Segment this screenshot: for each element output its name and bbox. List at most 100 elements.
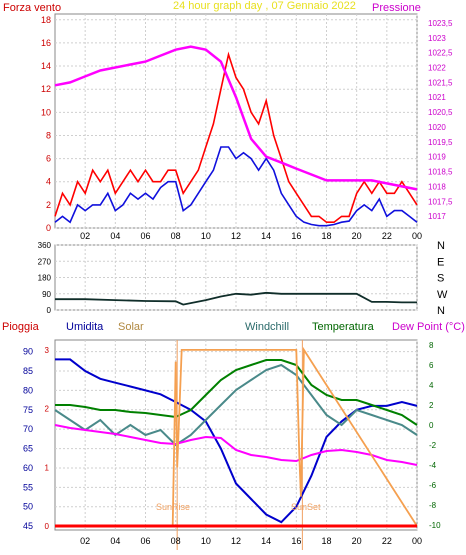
x-tick-label: 02 (80, 536, 90, 546)
x-tick-label: 22 (382, 536, 392, 546)
x-tick-label: 20 (352, 231, 362, 241)
rain-y-tick-label: 0 (45, 522, 50, 531)
pressure-y-tick-label: 1017,5 (428, 197, 453, 206)
temperature-y-tick-label: 4 (429, 381, 434, 390)
humidity-y-tick-label: 45 (23, 521, 33, 531)
humidity-y-tick-label: 70 (23, 424, 33, 434)
x-tick-label: 18 (321, 536, 331, 546)
x-tick-label: 10 (201, 231, 211, 241)
pressure-y-tick-label: 1023 (428, 34, 446, 43)
series-line-raffica (54, 146, 418, 227)
wind-speed-axis-label: Forza vento (3, 2, 61, 14)
rain-y-tick-label: 1 (45, 463, 50, 472)
legend-temperatura: Temperatura (312, 321, 375, 333)
wind-y-tick-label: 4 (46, 177, 51, 187)
wind-y-tick-label: 8 (46, 130, 51, 140)
humidity-y-tick-label: 85 (23, 366, 33, 376)
x-tick-label: 22 (382, 231, 392, 241)
compass-label: E (437, 256, 444, 268)
humidity-y-tick-label: 75 (23, 405, 33, 415)
series-line-temperatura (55, 359, 418, 426)
legend-umidita: Umidita (66, 321, 104, 333)
temperature-y-tick-label: 0 (429, 421, 434, 430)
humidity-y-tick-label: 50 (23, 502, 33, 512)
pressure-y-tick-label: 1022 (428, 64, 446, 73)
x-tick-label: 00 (412, 536, 422, 546)
rain-y-tick-label: 3 (45, 346, 50, 355)
x-tick-label: 16 (291, 536, 301, 546)
wind-pressure-series (54, 45, 418, 227)
direction-y-tick-label: 180 (38, 274, 52, 283)
temperature-y-tick-label: 2 (429, 401, 434, 410)
x-tick-label: 20 (352, 536, 362, 546)
pressure-y-tick-label: 1019,5 (428, 138, 453, 147)
legend-dew-point: Dew Point (°C) (392, 321, 465, 333)
series-line-solar (55, 346, 418, 527)
x-tick-label: 14 (261, 536, 271, 546)
wind-y-tick-label: 0 (46, 223, 51, 233)
wind-pressure-ticks: 02 04 06 08 10 12 14 16 18 20 22 000246810121416181… (41, 15, 453, 241)
humidity-y-tick-label: 90 (23, 347, 33, 357)
x-tick-label: 12 (231, 231, 241, 241)
series-line-forza-vento (54, 51, 418, 223)
humidity-y-tick-label: 80 (23, 385, 33, 395)
wind-direction-ticks: 0 N 90 W 180 S 270 E 360 N (38, 240, 448, 317)
x-tick-label: 06 (140, 536, 150, 546)
wind-y-tick-label: 14 (41, 61, 51, 71)
compass-label: S (437, 273, 444, 285)
wind-pressure-grid (55, 14, 418, 229)
x-tick-label: 00 (412, 231, 422, 241)
compass-label: N (437, 240, 445, 252)
direction-y-tick-label: 270 (38, 257, 52, 266)
pressure-y-tick-label: 1021,5 (428, 78, 453, 87)
temperature-y-tick-label: -6 (429, 481, 437, 490)
direction-y-tick-label: 360 (38, 241, 52, 250)
x-tick-label: 08 (171, 231, 181, 241)
series-line-pressione (54, 45, 418, 191)
rain-y-tick-label: 2 (45, 405, 50, 414)
temperature-y-tick-label: -4 (429, 461, 437, 470)
x-tick-label: 14 (261, 231, 271, 241)
pressure-y-tick-label: 1017 (428, 212, 446, 221)
humidity-y-tick-label: 65 (23, 444, 33, 454)
humidity-y-tick-label: 60 (23, 463, 33, 473)
pressure-y-tick-label: 1019 (428, 153, 446, 162)
temperature-humidity-series (54, 346, 418, 528)
pressure-y-tick-label: 1018,5 (428, 168, 453, 177)
wind-y-tick-label: 6 (46, 154, 51, 164)
direction-y-tick-label: 0 (47, 306, 52, 315)
pressure-y-tick-label: 1018 (428, 182, 446, 191)
compass-label: W (437, 289, 448, 301)
x-tick-label: 10 (201, 536, 211, 546)
wind-y-tick-label: 18 (41, 15, 51, 25)
chart-title: 24 hour graph day , 07 Gennaio 2022 (173, 0, 356, 12)
x-tick-label: 16 (291, 231, 301, 241)
x-tick-label: 08 (171, 536, 181, 546)
pressure-y-tick-label: 1020 (428, 123, 446, 132)
pressure-y-tick-label: 1023,5 (428, 19, 453, 28)
wind-y-tick-label: 10 (41, 107, 51, 117)
legend-solar: Solar (118, 321, 144, 333)
series-line-wind-direction (55, 291, 417, 306)
x-tick-label: 06 (140, 231, 150, 241)
x-tick-label: 02 (80, 231, 90, 241)
wind-y-tick-label: 16 (41, 38, 51, 48)
temperature-y-tick-label: -8 (429, 501, 437, 510)
wind-direction-series (55, 291, 417, 306)
pressure-y-tick-label: 1021 (428, 93, 446, 102)
pressure-y-tick-label: 1022,5 (428, 49, 453, 58)
temperature-y-tick-label: -10 (429, 521, 441, 530)
wind-y-tick-label: 2 (46, 200, 51, 210)
humidity-y-tick-label: 55 (23, 482, 33, 492)
pressure-axis-label: Pressione (372, 2, 421, 14)
sunrise-label: SunRise (156, 502, 190, 512)
direction-y-tick-label: 90 (42, 290, 51, 299)
temperature-y-tick-label: 8 (429, 341, 434, 350)
sunset-label: SunSet (291, 502, 321, 512)
compass-label: N (437, 305, 445, 317)
x-tick-label: 04 (110, 231, 120, 241)
x-tick-label: 04 (110, 536, 120, 546)
temperature-y-tick-label: -2 (429, 441, 437, 450)
